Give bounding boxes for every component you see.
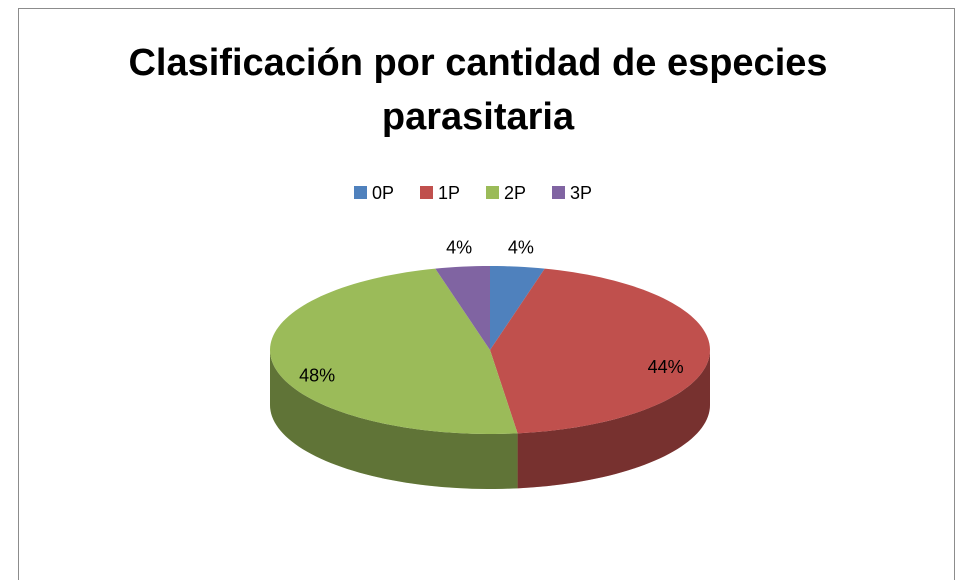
pie-slice [270,268,518,434]
data-label: 48% [299,365,335,385]
legend-label: 3P [570,183,592,203]
data-label: 44% [648,357,684,377]
data-label: 4% [446,237,472,257]
pie-side [270,350,518,489]
legend-swatch [552,186,565,199]
pie-side [517,350,710,489]
legend-label: 2P [504,183,526,203]
data-label: 4% [508,237,534,257]
pie-slice [490,268,710,434]
pie-slice [490,266,545,350]
legend-swatch [354,186,367,199]
legend-swatch [486,186,499,199]
pie-side-shade [270,350,518,489]
pie-side-shade [517,350,710,489]
legend-swatch [420,186,433,199]
pie-slice [435,266,490,350]
legend-label: 1P [438,183,460,203]
legend-label: 0P [372,183,394,203]
chart-title: Clasificación por cantidad de especies p… [128,42,828,138]
